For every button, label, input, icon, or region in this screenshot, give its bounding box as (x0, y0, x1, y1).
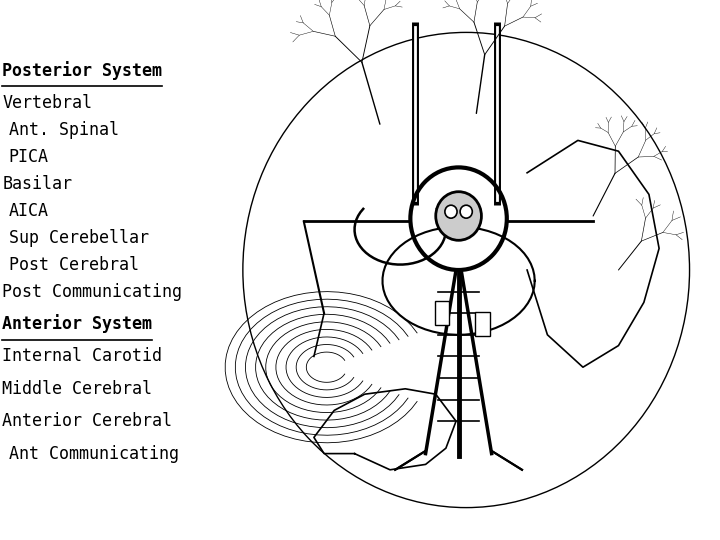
FancyBboxPatch shape (435, 301, 449, 325)
Text: Middle Cerebral: Middle Cerebral (2, 380, 152, 398)
Text: AICA: AICA (9, 201, 49, 220)
Text: Vertebral: Vertebral (2, 93, 92, 112)
Circle shape (445, 205, 457, 218)
Text: Ant. Spinal: Ant. Spinal (9, 120, 119, 139)
Text: Anterior System: Anterior System (2, 314, 152, 334)
FancyBboxPatch shape (475, 312, 490, 336)
Text: Internal Carotid: Internal Carotid (2, 347, 162, 366)
Text: Basilar: Basilar (2, 174, 72, 193)
Circle shape (436, 192, 482, 240)
Text: PICA: PICA (9, 147, 49, 166)
Text: Post Cerebral: Post Cerebral (9, 255, 139, 274)
Text: Post Communicating: Post Communicating (2, 282, 182, 301)
Ellipse shape (243, 32, 690, 508)
Text: Anterior Cerebral: Anterior Cerebral (2, 412, 172, 430)
Text: Posterior System: Posterior System (2, 60, 162, 80)
Text: Ant Communicating: Ant Communicating (9, 444, 179, 463)
Circle shape (460, 205, 472, 218)
Text: Sup Cerebellar: Sup Cerebellar (9, 228, 148, 247)
